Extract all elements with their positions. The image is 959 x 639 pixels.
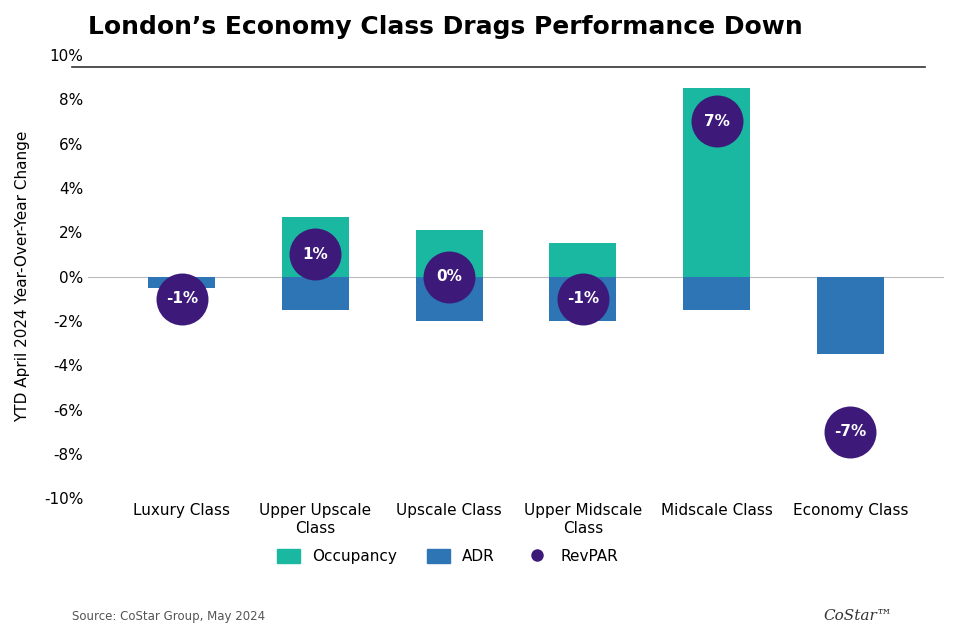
Text: London’s Economy Class Drags Performance Down: London’s Economy Class Drags Performance… <box>88 15 803 39</box>
Point <box>843 427 858 437</box>
Bar <box>282 277 349 310</box>
Legend: Occupancy, ADR, RevPAR: Occupancy, ADR, RevPAR <box>270 543 624 571</box>
Bar <box>817 277 884 354</box>
Y-axis label: YTD April 2024 Year-Over-Year Change: YTD April 2024 Year-Over-Year Change <box>15 131 30 422</box>
Bar <box>282 217 349 277</box>
Text: -1%: -1% <box>567 291 599 306</box>
Bar <box>149 277 215 283</box>
Bar <box>550 243 617 277</box>
Bar <box>550 277 617 321</box>
Text: CoStar™: CoStar™ <box>824 609 893 623</box>
Bar <box>416 277 482 321</box>
Bar <box>817 277 884 283</box>
Text: 1%: 1% <box>303 247 328 262</box>
Point <box>575 294 591 304</box>
Text: 7%: 7% <box>704 114 730 129</box>
Point <box>441 272 456 282</box>
Text: Source: CoStar Group, May 2024: Source: CoStar Group, May 2024 <box>72 610 265 623</box>
Text: -1%: -1% <box>166 291 198 306</box>
Text: 0%: 0% <box>436 269 462 284</box>
Bar <box>683 88 750 277</box>
Text: -7%: -7% <box>834 424 867 440</box>
Bar <box>416 230 482 277</box>
Point <box>308 249 323 259</box>
Point <box>709 116 724 127</box>
Bar <box>683 277 750 310</box>
Bar <box>149 277 215 288</box>
Point <box>175 294 190 304</box>
